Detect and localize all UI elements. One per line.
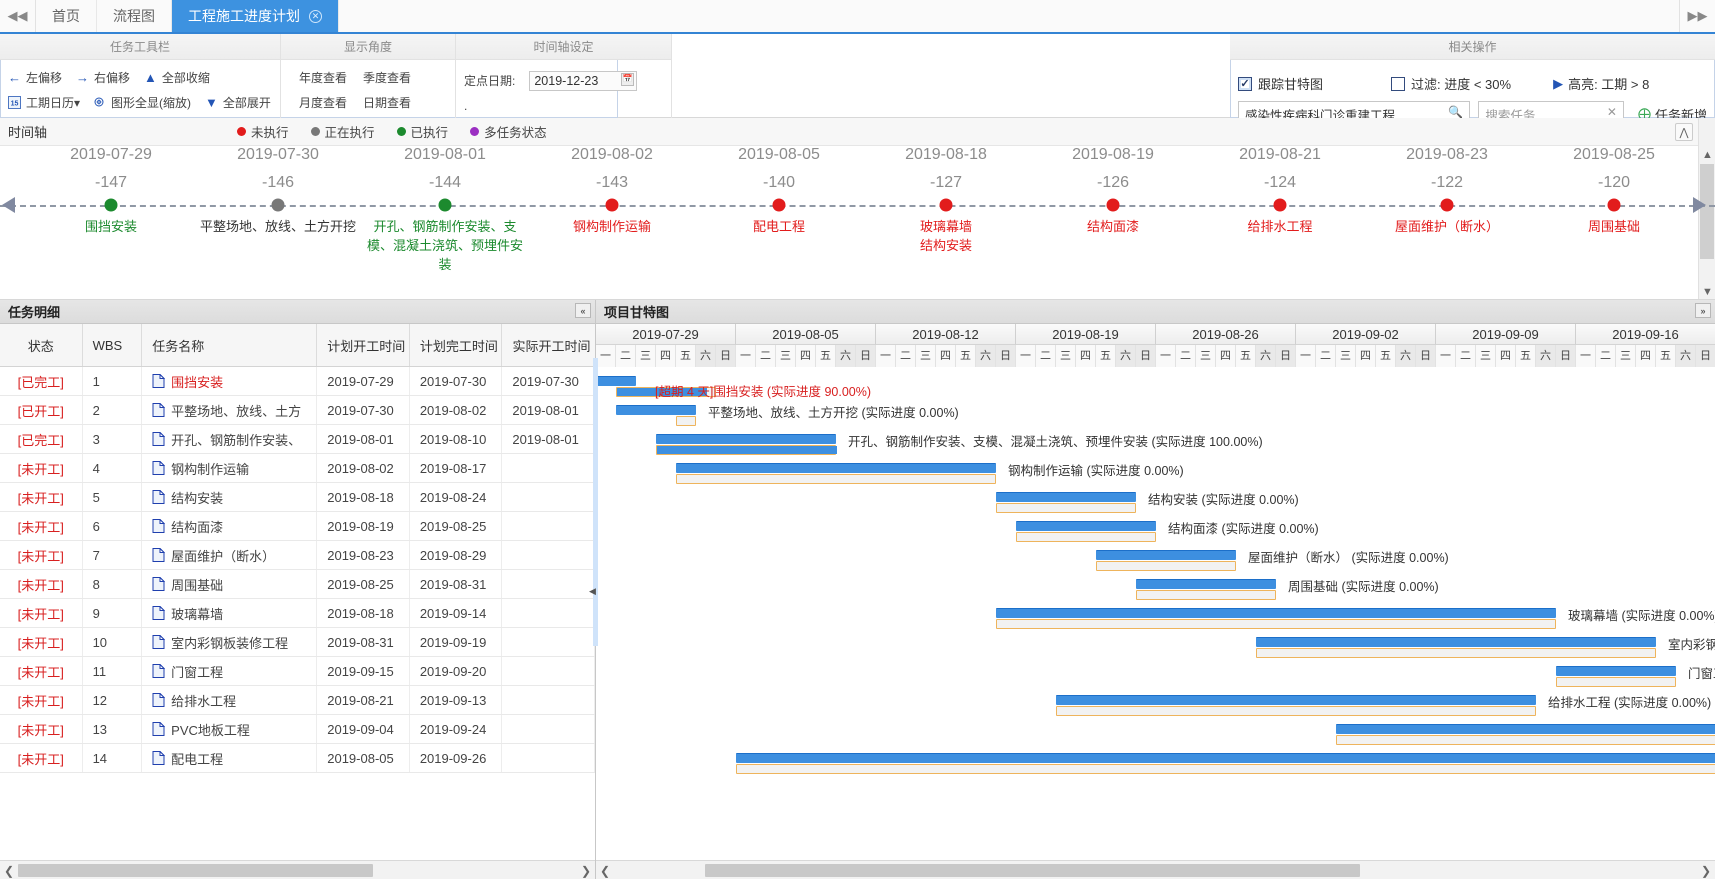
svg-text:15: 15 [11, 101, 19, 108]
